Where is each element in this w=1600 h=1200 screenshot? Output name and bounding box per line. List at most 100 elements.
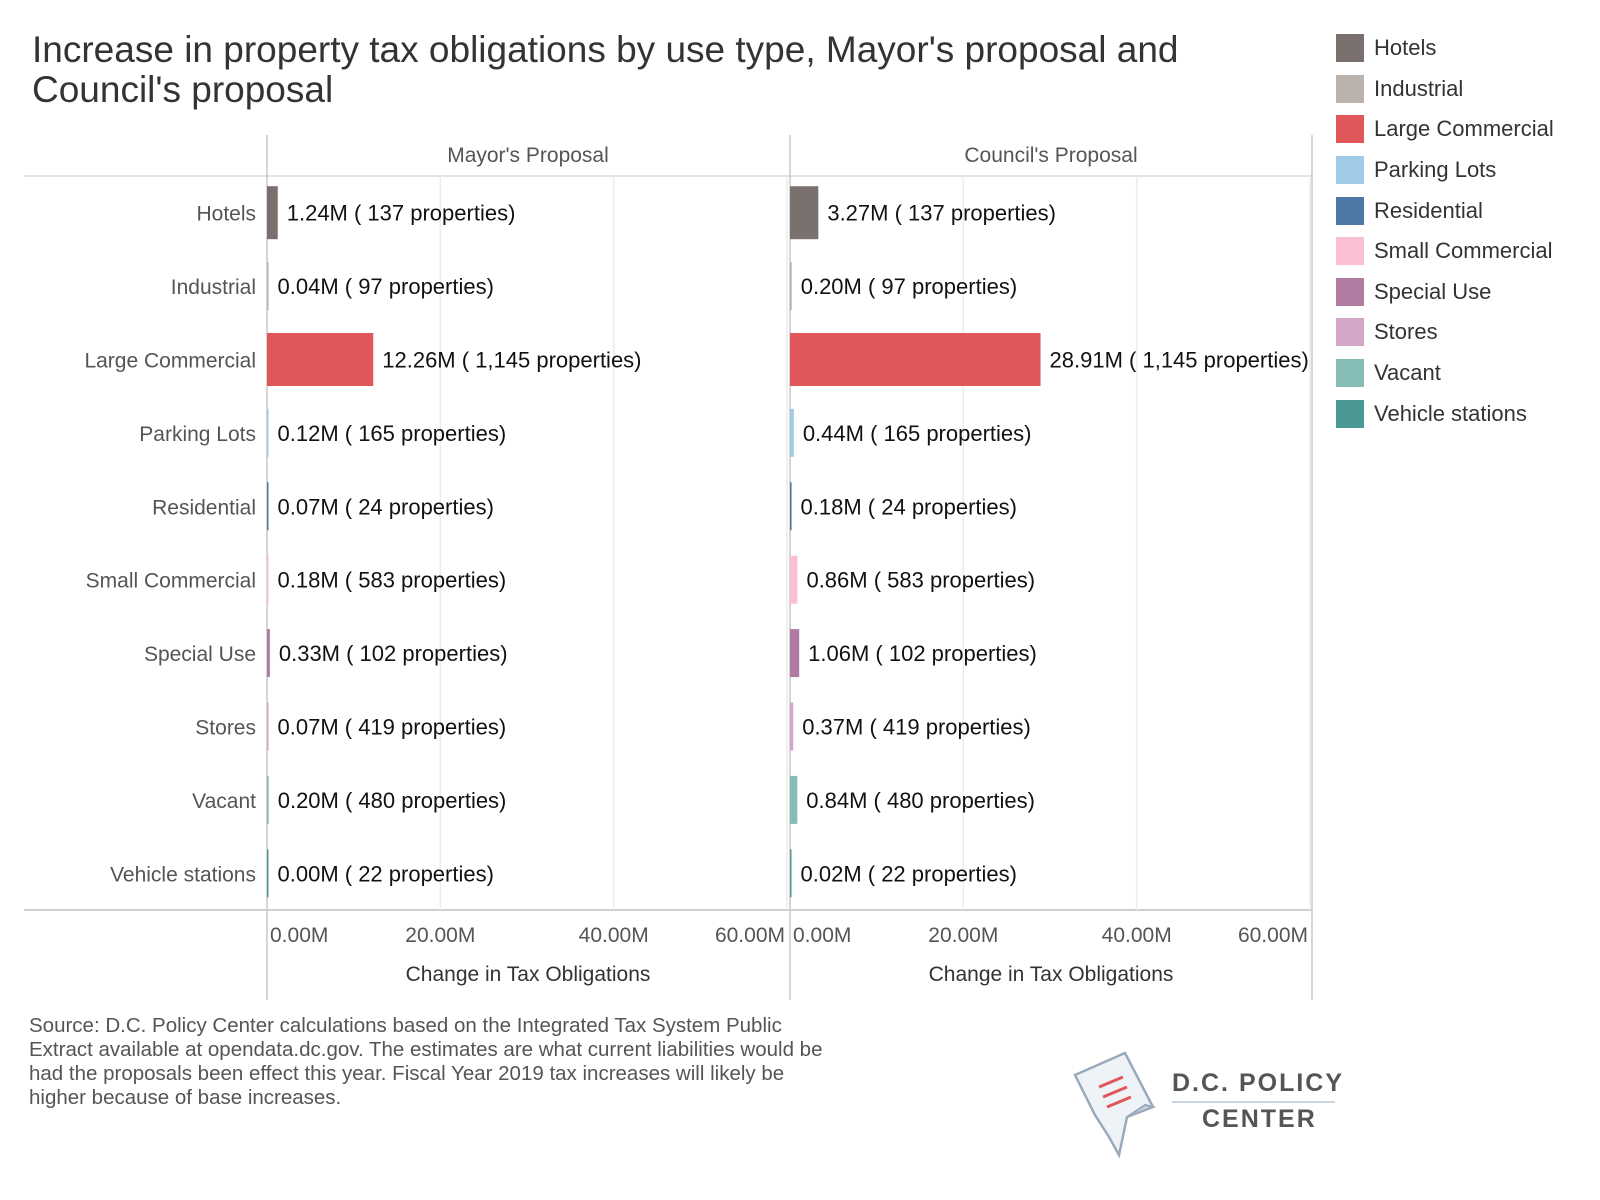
legend-label: Stores <box>1374 319 1438 345</box>
legend-swatch <box>1336 277 1364 306</box>
legend-item: Industrial <box>1336 69 1554 110</box>
bar-chart: Mayor's Proposal 1.24M ( 137 properties) 0… <box>24 135 1313 1000</box>
legend-label: Residential <box>1374 197 1483 223</box>
category-label: Special Use <box>144 643 256 666</box>
bar <box>267 629 270 678</box>
bar <box>267 702 269 751</box>
data-label: 0.20M ( 480 properties) <box>278 788 507 813</box>
x-tick-label: 0.00M <box>793 924 851 947</box>
panel-header: Council's Proposal <box>964 144 1137 167</box>
data-label: 0.37M ( 419 properties) <box>802 715 1031 740</box>
legend-item: Small Commercial <box>1336 231 1554 272</box>
data-label: 0.18M ( 24 properties) <box>801 494 1017 519</box>
bar <box>267 262 269 311</box>
data-label: 0.86M ( 583 properties) <box>806 568 1035 593</box>
legend-label: Hotels <box>1374 35 1437 61</box>
legend-item: Special Use <box>1336 272 1554 313</box>
bar <box>267 408 269 457</box>
bar <box>267 186 278 240</box>
legend-label: Vacant <box>1374 360 1441 386</box>
legend-item: Large Commercial <box>1336 109 1554 150</box>
legend-item: Hotels <box>1336 28 1554 69</box>
document-seal-icon <box>1073 1051 1157 1159</box>
source-note: Source: D.C. Policy Center calculations … <box>29 1014 823 1109</box>
legend-item: Vehicle stations <box>1336 393 1554 434</box>
data-label: 1.24M ( 137 properties) <box>287 201 516 226</box>
x-tick-label: 60.00M <box>1238 924 1308 947</box>
legend-item: Stores <box>1336 312 1554 353</box>
x-tick-label: 60.00M <box>715 924 785 947</box>
data-label: 0.02M ( 22 properties) <box>801 861 1017 886</box>
bar <box>267 482 269 531</box>
bar <box>790 186 819 240</box>
panel-header: Mayor's Proposal <box>447 144 609 167</box>
category-label: Stores <box>195 717 256 740</box>
category-label: Vacant <box>192 790 256 813</box>
category-label: Large Commercial <box>84 350 256 373</box>
legend-swatch <box>1336 318 1364 347</box>
x-axis-title: Change in Tax Obligations <box>929 963 1174 986</box>
bar <box>790 262 792 311</box>
bar <box>790 333 1041 386</box>
legend-label: Vehicle stations <box>1374 400 1527 426</box>
legend-item: Vacant <box>1336 353 1554 394</box>
x-tick-label: 20.00M <box>928 924 998 947</box>
legend: Hotels Industrial Large Commercial Parking … <box>1336 28 1554 434</box>
x-axis-title: Change in Tax Obligations <box>406 963 651 986</box>
data-label: 0.07M ( 24 properties) <box>278 494 494 519</box>
data-label: 0.00M ( 22 properties) <box>278 861 494 886</box>
x-tick-label: 40.00M <box>579 924 649 947</box>
legend-swatch <box>1336 237 1364 266</box>
chart-title: Increase in property tax obligations by … <box>32 29 1179 110</box>
x-tick-label: 0.00M <box>270 924 328 947</box>
data-label: 0.44M ( 165 properties) <box>803 421 1032 446</box>
legend-swatch <box>1336 359 1364 388</box>
bar <box>790 775 798 824</box>
category-label: Residential <box>152 496 256 519</box>
bar <box>790 629 800 678</box>
legend-swatch <box>1336 196 1364 225</box>
legend-label: Large Commercial <box>1374 116 1554 142</box>
data-label: 0.20M ( 97 properties) <box>801 274 1017 299</box>
category-label: Hotels <box>196 203 256 226</box>
x-tick-label: 20.00M <box>405 924 475 947</box>
logo-text-line1: D.C. POLICY <box>1172 1069 1345 1097</box>
legend-label: Special Use <box>1374 278 1492 304</box>
data-label: 0.04M ( 97 properties) <box>278 274 494 299</box>
bar <box>267 555 269 604</box>
x-tick-label: 40.00M <box>1102 924 1172 947</box>
data-label: 0.18M ( 583 properties) <box>278 568 507 593</box>
category-label: Vehicle stations <box>110 863 256 886</box>
category-label: Industrial <box>171 276 256 299</box>
bar <box>790 482 792 531</box>
bar <box>790 702 794 751</box>
legend-label: Parking Lots <box>1374 157 1497 183</box>
category-label: Small Commercial <box>86 570 256 593</box>
legend-item: Residential <box>1336 190 1554 231</box>
legend-label: Small Commercial <box>1374 238 1553 264</box>
legend-swatch <box>1336 399 1364 428</box>
data-label: 0.12M ( 165 properties) <box>278 421 507 446</box>
bar <box>790 408 794 457</box>
data-label: 0.07M ( 419 properties) <box>278 715 507 740</box>
dc-policy-center-logo: D.C. POLICY CENTER <box>1065 1045 1345 1165</box>
legend-item: Parking Lots <box>1336 150 1554 191</box>
logo-text-line2: CENTER <box>1202 1105 1317 1133</box>
legend-swatch <box>1336 156 1364 185</box>
data-label: 28.91M ( 1,145 properties) <box>1050 348 1309 373</box>
category-label: Parking Lots <box>139 423 256 446</box>
bar <box>267 333 374 386</box>
data-label: 1.06M ( 102 properties) <box>808 641 1037 666</box>
bar <box>790 555 798 604</box>
legend-swatch <box>1336 34 1364 63</box>
data-label: 3.27M ( 137 properties) <box>827 201 1056 226</box>
bar <box>790 849 792 898</box>
bar <box>267 849 269 898</box>
data-label: 0.33M ( 102 properties) <box>279 641 508 666</box>
data-label: 0.84M ( 480 properties) <box>806 788 1035 813</box>
legend-swatch <box>1336 115 1364 144</box>
logo-divider <box>1172 1101 1335 1103</box>
data-label: 12.26M ( 1,145 properties) <box>382 348 641 373</box>
legend-label: Industrial <box>1374 75 1464 101</box>
legend-swatch <box>1336 74 1364 103</box>
